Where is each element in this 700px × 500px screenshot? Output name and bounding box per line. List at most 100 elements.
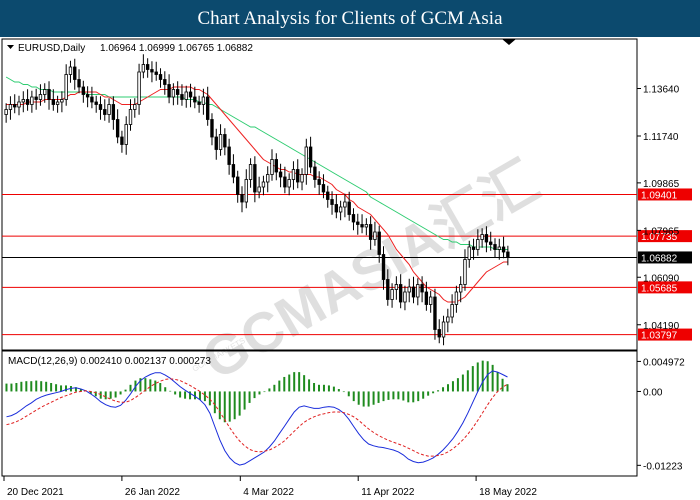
level-price-box: [638, 328, 692, 341]
candle-body: [291, 169, 296, 180]
candle-body: [210, 119, 214, 138]
candle-body: [124, 124, 128, 145]
ma-slow-line: [5, 76, 508, 250]
x-tick-label: 4 Mar 2022: [243, 487, 294, 498]
candle-body: [433, 296, 437, 330]
candle-body: [150, 69, 154, 73]
candle-body: [381, 254, 386, 280]
level-price-label: 1.09401: [641, 190, 678, 201]
candle-body: [214, 136, 218, 150]
candle-body: [476, 239, 480, 250]
candle-body: [463, 259, 467, 285]
candle-body: [77, 79, 81, 88]
candle-body: [493, 244, 497, 250]
macd-tick-label: 0.004972: [643, 357, 685, 368]
candle-body: [266, 174, 270, 183]
candle-body: [437, 329, 441, 338]
x-tick-label: 26 Jan 2022: [125, 487, 180, 498]
candle-body: [68, 66, 73, 75]
candle-body: [184, 91, 188, 100]
candle-body: [454, 291, 459, 305]
price-layer: [2, 54, 637, 346]
candle-body: [403, 291, 407, 303]
level-price-label: 1.03797: [641, 331, 678, 342]
level-price-label: 1.07735: [641, 232, 678, 243]
candle-body: [21, 99, 25, 103]
candle-body: [240, 194, 244, 203]
candle-body: [13, 104, 17, 108]
candle-body: [201, 96, 206, 105]
candle-body: [81, 86, 86, 95]
candle-body: [386, 279, 390, 300]
candle-body: [373, 231, 377, 240]
candle-body: [428, 296, 433, 305]
candle-body: [321, 184, 326, 193]
candle-body: [497, 246, 501, 250]
candle-body: [274, 159, 278, 173]
price-tick-label: 1.04190: [643, 321, 680, 332]
price-tick-label: 1.13640: [643, 85, 680, 96]
candle-body: [115, 119, 120, 138]
candle-body: [330, 199, 334, 205]
candle-body: [171, 89, 176, 98]
candle-body: [154, 71, 158, 75]
candle-body: [64, 74, 68, 100]
candle-body: [441, 321, 446, 338]
candle-body: [356, 221, 360, 225]
candle-body: [128, 109, 133, 125]
candle-body: [360, 224, 364, 228]
level-price-label: 1.06882: [641, 253, 678, 264]
candle-body: [467, 246, 471, 260]
candle-body: [137, 71, 141, 105]
candle-body: [248, 164, 253, 180]
candle-body: [313, 166, 317, 180]
candle-body: [193, 96, 197, 103]
macd-signal-line: [6, 378, 508, 457]
candle-body: [223, 134, 227, 148]
candle-body: [347, 201, 351, 215]
candle-body: [38, 94, 43, 100]
candle-body: [4, 109, 8, 115]
shift-marker-icon: [502, 39, 516, 45]
candle-body: [167, 84, 171, 98]
price-tick-label: 1.11740: [643, 132, 679, 143]
candle-body: [43, 89, 47, 95]
page-title: Chart Analysis for Clients of GCM Asia: [197, 7, 503, 29]
level-price-box: [638, 230, 692, 243]
candle-body: [158, 74, 163, 80]
candle-body: [90, 96, 94, 103]
candle-body: [103, 109, 107, 115]
candle-body: [175, 89, 180, 95]
candle-body: [51, 99, 55, 105]
dropdown-triangle-icon[interactable]: [7, 45, 14, 49]
candle-body: [300, 174, 304, 183]
candle-body: [416, 284, 420, 298]
ma-fast-line: [6, 86, 508, 303]
candle-body: [145, 64, 150, 70]
candle-body: [471, 246, 476, 250]
candle-body: [377, 231, 381, 255]
candle-body: [317, 179, 321, 185]
candle-body: [73, 66, 77, 80]
candle-body: [218, 134, 223, 150]
candle-body: [390, 289, 394, 300]
candle-body: [506, 251, 510, 258]
candle-body: [296, 169, 300, 183]
price-tick-label: 1.07965: [643, 226, 680, 237]
macd-tick-label: -0.01223: [643, 461, 683, 472]
candle-body: [484, 234, 489, 243]
candle-body: [94, 101, 98, 105]
chart-title-bar: Chart Analysis for Clients of GCM Asia: [0, 0, 700, 37]
candle-body: [343, 201, 347, 208]
candle-body: [278, 171, 283, 178]
candle-body: [107, 104, 111, 115]
candle-body: [287, 179, 291, 188]
candle-body: [368, 224, 373, 240]
candle-body: [364, 224, 369, 228]
candle-body: [458, 284, 463, 293]
candle-body: [231, 164, 236, 178]
candle-body: [197, 101, 201, 105]
candle-body: [394, 284, 399, 290]
candle-body: [188, 91, 193, 98]
candle-body: [227, 146, 231, 165]
